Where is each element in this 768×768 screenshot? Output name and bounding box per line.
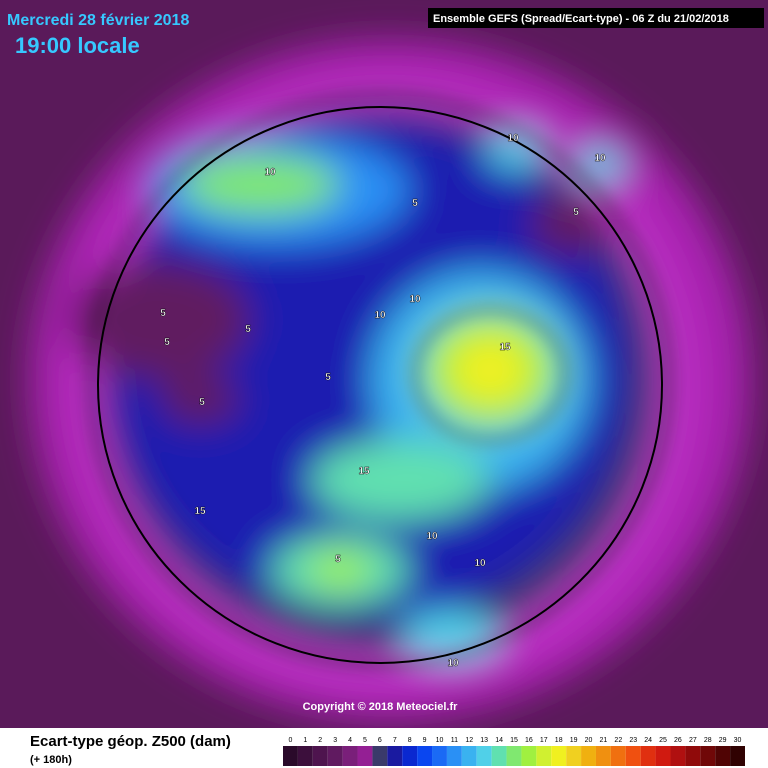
scale-label: 8 [408,737,412,744]
contour-label: 5 [412,198,418,209]
scale-label: 2 [318,737,322,744]
color-swatch [461,746,477,766]
color-swatch [506,746,522,766]
color-swatch [700,746,716,766]
color-swatch [551,746,567,766]
color-swatch [446,746,462,766]
color-swatch [536,746,552,766]
map: Mercredi 28 février 2018 19:00 locale En… [0,0,768,728]
contour-label: 10 [409,294,421,305]
color-swatch [387,746,403,766]
color-swatch [521,746,537,766]
scale-label: 7 [393,737,397,744]
color-swatch [297,746,313,766]
contour-label: 5 [164,337,170,348]
color-swatch [327,746,343,766]
color-swatch [312,746,328,766]
contour-label: 10 [264,167,276,178]
scale-label: 20 [585,737,593,744]
color-swatch [610,746,626,766]
scale-label: 29 [719,737,727,744]
scale-label: 28 [704,737,712,744]
contour-line [97,106,663,664]
scale-label: 6 [378,737,382,744]
scale-label: 14 [495,737,503,744]
color-swatch [640,746,656,766]
color-swatch [491,746,507,766]
scale-label: 24 [644,737,652,744]
contour-label: 10 [374,310,386,321]
time-title: 19:00 locale [15,33,140,58]
color-swatch [402,746,418,766]
color-swatch [283,746,298,766]
color-swatch [342,746,358,766]
contour-label: 5 [325,372,331,383]
scale-label: 23 [629,737,637,744]
contour-label: 5 [573,207,579,218]
scale-label: 3 [333,737,337,744]
scale-label: 9 [423,737,427,744]
contour-label: 15 [194,506,206,517]
color-swatch [670,746,686,766]
color-swatch [357,746,373,766]
color-swatch [655,746,671,766]
contour-label: 10 [426,531,438,542]
color-swatch [432,746,447,766]
scale-label: 25 [659,737,667,744]
contour-label: 15 [358,466,370,477]
scale-label: 11 [451,737,458,744]
spread-field [30,40,750,720]
run-info: Ensemble GEFS (Spread/Ecart-type) - 06 Z… [433,13,729,25]
scale-label: 27 [689,737,697,744]
scale-label: 22 [614,737,622,744]
date-title: Mercredi 28 février 2018 [7,12,189,29]
scale-label: 26 [674,737,682,744]
contour-label: 5 [335,554,341,565]
contour-label: 10 [447,658,459,669]
scale-label: 18 [555,737,563,744]
contour-label: 5 [245,324,251,335]
color-swatch [625,746,641,766]
color-swatch [476,746,492,766]
contours [89,94,671,666]
scale-label: 16 [525,737,533,744]
scale-label: 17 [540,737,548,744]
legend-title: Ecart-type géop. Z500 (dam) [30,733,231,750]
run-banner [428,8,764,28]
scale-label: 1 [303,737,307,744]
color-swatch [566,746,582,766]
contour-label: 10 [594,153,606,164]
scale-label: 5 [363,737,367,744]
contour-label: 10 [507,133,519,144]
contour-label: 15 [499,342,511,353]
contour-label: 10 [474,558,486,569]
contour-label: 5 [160,308,166,319]
scale-label: 19 [570,737,578,744]
color-swatch [581,746,596,766]
color-swatch [372,746,388,766]
scale-label: 10 [436,737,444,744]
scale-label: 30 [734,737,742,744]
color-swatch [595,746,611,766]
color-swatch [685,746,701,766]
scale-label: 0 [288,737,292,744]
color-swatch [417,746,433,766]
color-swatch [715,746,731,766]
copyright: Copyright © 2018 Meteociel.fr [303,701,459,713]
scale-label: 21 [600,737,608,744]
color-swatch [730,746,745,766]
scale-label: 15 [510,737,518,744]
legend-subtitle: (+ 180h) [30,754,72,766]
scale-label: 12 [465,737,473,744]
scale-label: 4 [348,737,352,744]
contour-label: 5 [199,397,205,408]
scale-label: 13 [480,737,488,744]
